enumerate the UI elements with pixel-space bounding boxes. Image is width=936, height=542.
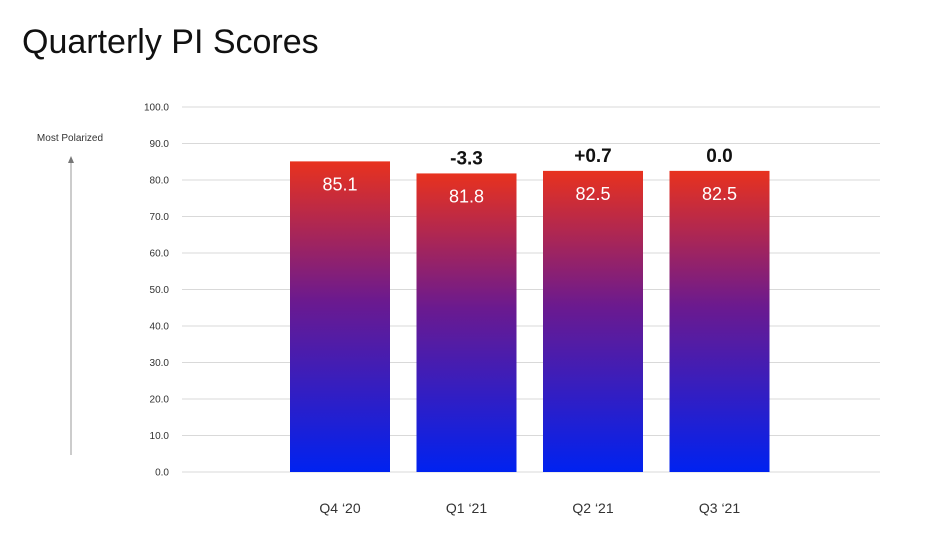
change-label: +0.7 (574, 146, 612, 167)
bar-value-label: 82.5 (702, 184, 737, 204)
y-tick-label: 0.0 (155, 468, 169, 479)
up-arrow-icon (68, 156, 74, 163)
x-category-label: Q1 ‘21 (446, 500, 487, 516)
y-tick-label: 70.0 (150, 212, 170, 223)
bar (416, 173, 517, 472)
y-tick-label: 10.0 (150, 431, 170, 442)
bars (290, 161, 770, 472)
y-tick-label: 40.0 (150, 322, 170, 333)
bar-labels: 85.1 81.8 -3.3 82.5 +0.7 82.5 0.0 (322, 146, 737, 207)
change-label: -3.3 (450, 148, 483, 169)
bar-value-label: 85.1 (322, 174, 357, 194)
bar (290, 161, 390, 472)
y-tick-label: 30.0 (150, 358, 170, 369)
change-label: 0.0 (706, 146, 732, 167)
y-axis-annotation: Most Polarized (37, 133, 103, 455)
bar (669, 170, 770, 472)
bar (543, 170, 643, 472)
y-tick-label: 20.0 (150, 395, 170, 406)
x-category-label: Q3 ‘21 (699, 500, 740, 516)
y-tick-label: 50.0 (150, 285, 170, 296)
y-tick-label: 60.0 (150, 249, 170, 260)
gridlines (182, 106, 880, 473)
chart-title: Quarterly PI Scores (22, 23, 319, 61)
y-tick-label: 80.0 (150, 176, 170, 187)
y-axis-label: Most Polarized (37, 133, 103, 144)
x-category-label: Q2 ‘21 (572, 500, 613, 516)
y-tick-label: 90.0 (150, 139, 170, 150)
bar-value-label: 81.8 (449, 186, 484, 206)
bar-value-label: 82.5 (575, 184, 610, 204)
y-axis-ticks: 0.0 10.0 20.0 30.0 40.0 50.0 60.0 70.0 80.0 90.0 1… (144, 103, 169, 479)
x-axis-categories: Q4 ‘20 Q1 ‘21 Q2 ‘21 Q3 ‘21 (319, 500, 740, 516)
x-category-label: Q4 ‘20 (319, 500, 360, 516)
y-tick-label: 100.0 (144, 103, 169, 114)
